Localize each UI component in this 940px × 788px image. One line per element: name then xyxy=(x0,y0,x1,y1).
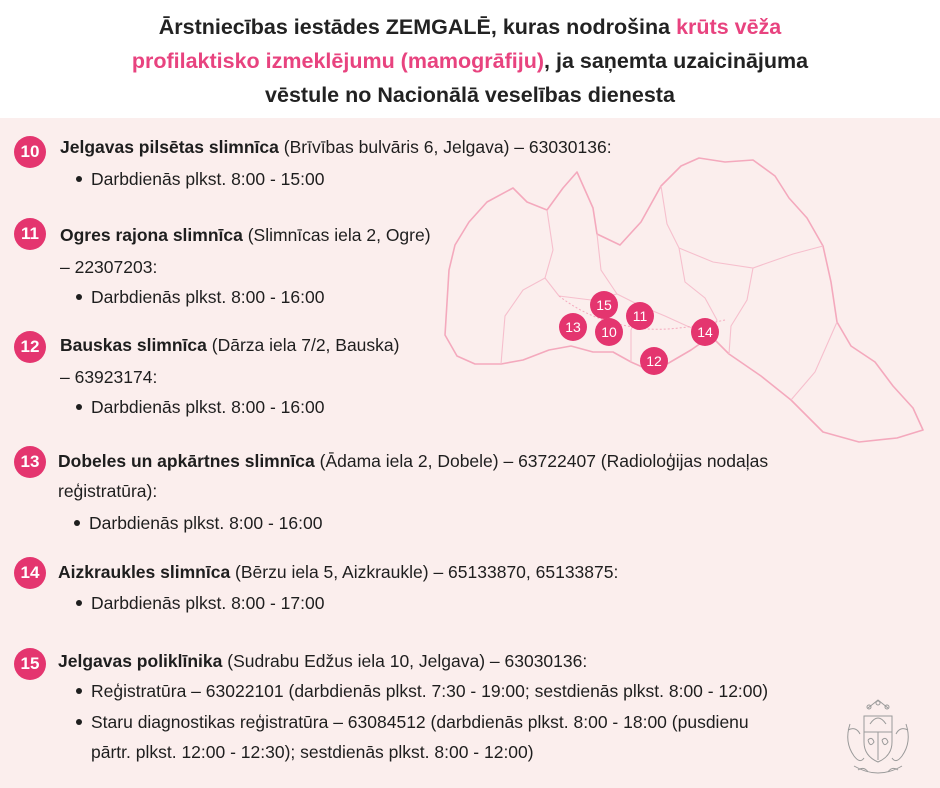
clinic-details-cont: – 63923174: xyxy=(60,367,158,387)
clinic-details: (Slimnīcas iela 2, Ogre) xyxy=(242,225,431,245)
svg-text:10: 10 xyxy=(601,324,617,340)
region-border xyxy=(660,185,824,269)
svg-text:15: 15 xyxy=(596,297,612,313)
svg-text:12: 12 xyxy=(646,353,662,369)
clinic-heading: Jelgavas pilsētas slimnīca (Brīvības bul… xyxy=(60,136,612,158)
svg-text:14: 14 xyxy=(697,324,713,340)
map-markers: 15 11 13 10 14 12 xyxy=(559,291,719,375)
list-item: Staru diagnostikas reģistratūra – 630845… xyxy=(76,711,749,733)
region-border xyxy=(728,267,754,355)
list-item: Darbdienās plkst. 8:00 - 17:00 xyxy=(76,592,324,614)
country-outline xyxy=(444,157,924,443)
clinic-heading: Dobeles un apkārtnes slimnīca (Ādama iel… xyxy=(58,450,768,472)
clinic-name: Bauskas slimnīca xyxy=(60,335,207,355)
latvia-map: 15 11 13 10 14 12 xyxy=(444,157,924,443)
number-badge: 12 xyxy=(14,331,46,363)
list-item: Darbdienās plkst. 8:00 - 16:00 xyxy=(74,512,322,534)
map-marker-12: 12 xyxy=(640,347,668,375)
title-highlight: profilaktisko izmeklējumu (mamogrāfiju) xyxy=(131,49,545,73)
clinic-details-cont: – 22307203: xyxy=(60,257,158,277)
title-highlight: krūts vēža xyxy=(676,15,782,39)
clinic-heading: Jelgavas poliklīnika (Sudrabu Edžus iela… xyxy=(58,650,587,672)
list-item: Darbdienās plkst. 8:00 - 16:00 xyxy=(76,286,324,308)
region-border xyxy=(500,277,546,365)
number-badge: 14 xyxy=(14,557,46,589)
list-item: Darbdienās plkst. 8:00 - 15:00 xyxy=(76,168,324,190)
map-marker-15: 15 xyxy=(590,291,618,319)
svg-text:13: 13 xyxy=(565,319,581,335)
map-marker-14: 14 xyxy=(691,318,719,346)
number-badge: 10 xyxy=(14,136,46,168)
page-title: Ārstniecības iestādes ZEMGALĒ, kuras nod… xyxy=(131,15,809,107)
clinic-details: (Bērzu iela 5, Aizkraukle) – 65133870, 6… xyxy=(230,562,619,582)
list-item: Reģistratūra – 63022101 (darbdienās plks… xyxy=(76,680,768,702)
clinic-details: (Brīvības bulvāris 6, Jelgava) – 6303013… xyxy=(278,137,612,157)
list-item: Darbdienās plkst. 8:00 - 16:00 xyxy=(76,396,324,418)
clinic-heading: Bauskas slimnīca (Dārza iela 7/2, Bauska… xyxy=(60,334,399,356)
region-border xyxy=(544,209,560,297)
map-marker-11: 11 xyxy=(626,302,654,330)
svg-text:11: 11 xyxy=(633,308,648,324)
clinic-details: (Dārza iela 7/2, Bauska) xyxy=(206,335,400,355)
clinic-heading: Aizkraukles slimnīca (Bērzu iela 5, Aizk… xyxy=(58,561,618,583)
number-badge: 15 xyxy=(14,648,46,680)
clinic-name: Jelgavas pilsētas slimnīca xyxy=(60,137,279,157)
number-badge: 13 xyxy=(14,446,46,478)
latvia-coat-of-arms-icon xyxy=(847,699,909,774)
map-marker-13: 13 xyxy=(559,313,587,341)
clinic-name: Aizkraukles slimnīca xyxy=(58,562,231,582)
header: Ārstniecības iestādes ZEMGALĒ, kuras nod… xyxy=(0,0,940,118)
clinic-details: (Ādama iela 2, Dobele) – 63722407 (Radio… xyxy=(314,451,769,471)
clinic-details: (Sudrabu Edžus iela 10, Jelgava) – 63030… xyxy=(222,651,588,671)
number-badge: 11 xyxy=(14,218,46,250)
clinic-name: Ogres rajona slimnīca xyxy=(60,225,243,245)
clinic-name: Dobeles un apkārtnes slimnīca xyxy=(58,451,315,471)
region-border xyxy=(790,321,838,401)
clinic-details-cont: reģistratūra): xyxy=(58,481,158,501)
clinic-heading: Ogres rajona slimnīca (Slimnīcas iela 2,… xyxy=(60,224,431,246)
map-marker-10: 10 xyxy=(595,318,623,346)
clinic-name: Jelgavas poliklīnika xyxy=(58,651,223,671)
list-item-cont: pārtr. plkst. 12:00 - 12:30); sestdienās… xyxy=(91,742,534,762)
